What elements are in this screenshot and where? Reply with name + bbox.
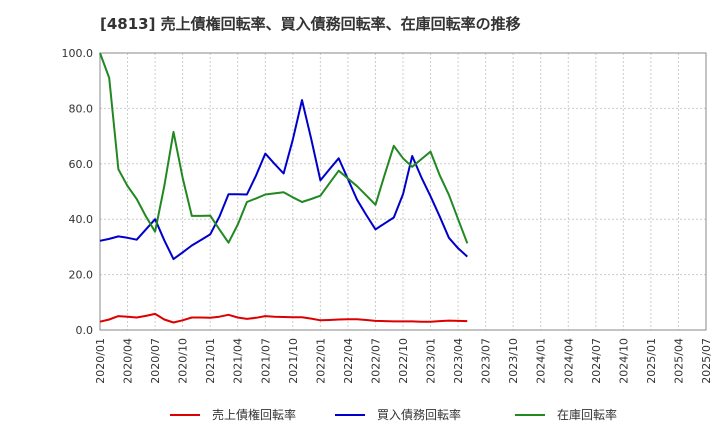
x-tick-label: 2024/04 xyxy=(562,338,575,384)
series-lines xyxy=(99,52,469,324)
y-tick-label: 20.0 xyxy=(69,269,94,282)
x-tick-label: 2022/04 xyxy=(342,338,355,384)
x-tick-label: 2023/01 xyxy=(425,338,438,384)
y-tick-label: 40.0 xyxy=(69,213,94,226)
legend-label-2: 買入債務回転率 xyxy=(377,407,461,422)
plot-frame xyxy=(99,52,707,331)
series-line-1 xyxy=(99,312,468,324)
y-tick-label: 0.0 xyxy=(76,324,94,337)
y-axis: 0.0 20.0 40.0 60.0 80.0 100.0 xyxy=(62,47,94,337)
x-tick-label: 2020/10 xyxy=(177,338,190,384)
x-tick-label: 2021/10 xyxy=(287,338,300,384)
x-tick-label: 2025/04 xyxy=(672,338,685,384)
x-tick-label: 2020/04 xyxy=(122,338,135,384)
x-tick-label: 2022/01 xyxy=(314,338,327,384)
grid xyxy=(100,53,706,330)
y-tick-label: 100.0 xyxy=(62,47,94,60)
x-tick-label: 2024/01 xyxy=(535,338,548,384)
x-tick-label: 2025/01 xyxy=(645,338,658,384)
x-tick-label: 2023/07 xyxy=(480,338,493,384)
x-tick-label: 2023/10 xyxy=(507,338,520,384)
x-tick-label: 2021/01 xyxy=(204,338,217,384)
x-tick-label: 2021/07 xyxy=(259,338,272,384)
x-axis: 2020/01 2020/04 2020/07 2020/10 2021/01 2021/… xyxy=(94,338,713,384)
series-line-3 xyxy=(99,52,469,244)
x-tick-label: 2022/10 xyxy=(397,338,410,384)
y-tick-label: 80.0 xyxy=(69,102,94,115)
legend-label-3: 在庫回転率 xyxy=(557,407,617,422)
x-tick-label: 2024/07 xyxy=(590,338,603,384)
x-tick-label: 2021/04 xyxy=(232,338,245,384)
legend-label-1: 売上債権回転率 xyxy=(212,407,296,422)
x-tick-label: 2022/07 xyxy=(369,338,382,384)
chart-title: [4813] 売上債権回転率、買入債務回転率、在庫回転率の推移 xyxy=(100,15,521,33)
x-tick-label: 2025/07 xyxy=(700,338,713,384)
y-tick-label: 60.0 xyxy=(69,158,94,171)
x-tick-label: 2020/01 xyxy=(94,338,107,384)
series-line-2 xyxy=(99,99,468,261)
x-tick-label: 2020/07 xyxy=(149,338,162,384)
legend: 売上債権回転率 買入債務回転率 在庫回転率 xyxy=(170,407,617,422)
x-tick-label: 2023/04 xyxy=(452,338,465,384)
x-tick-label: 2024/10 xyxy=(617,338,630,384)
